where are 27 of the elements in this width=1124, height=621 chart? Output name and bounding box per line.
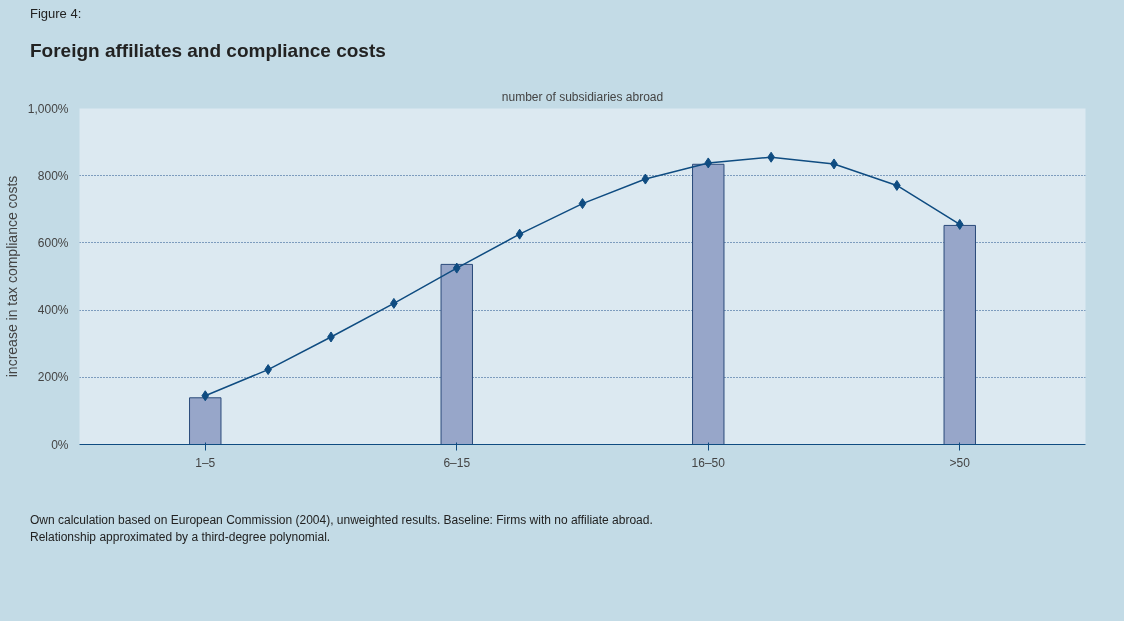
point [578,198,587,210]
bar [943,224,976,445]
y-tick-label: 0% [51,437,69,452]
x-tick-label: 6–15 [443,455,471,470]
y-tick-label: 1,000% [27,101,69,116]
point [201,390,210,402]
y-tick-label: 600% [37,235,69,250]
x-tick-label: >50 [949,455,971,470]
point [704,157,713,169]
chart-title: Foreign affiliates and compliance costs [30,39,386,63]
point [641,173,650,185]
text: Figure 4: [30,5,82,23]
point [955,218,964,230]
point [452,262,461,274]
x-tick-label: 16–50 [691,455,726,470]
bar [692,163,725,445]
bar [189,397,222,445]
y-tick-label: 800% [37,168,69,183]
x-axis-title: number of subsidiaries abroad [501,89,664,104]
point [515,228,524,240]
x-tick-label: 1–5 [195,455,216,470]
y-tick-label: 400% [37,303,69,318]
text: Relationship approximated by a third-degree polynomial. [30,530,331,545]
y-tick-label: 200% [37,370,69,385]
bar [440,263,473,445]
y-axis-title: increase in tax compliance costs [3,175,20,378]
text: Own calculation based on European Commission (2004), unweighted results. Baseline: Firms with no affiliate abroad. [30,513,653,527]
